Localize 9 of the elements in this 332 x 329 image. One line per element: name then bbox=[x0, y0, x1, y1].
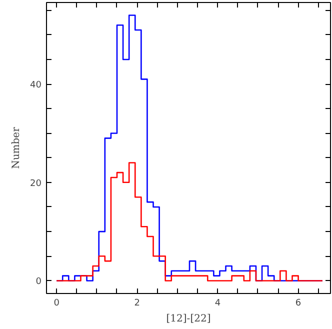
y-tick-label: 20 bbox=[30, 178, 42, 189]
x-tick-label: 4 bbox=[214, 298, 221, 308]
y-tick-label: 0 bbox=[36, 277, 42, 288]
x-tick-label: 2 bbox=[134, 298, 140, 308]
y-axis-title: Number bbox=[11, 126, 22, 169]
x-axis-title: [12]-[22] bbox=[166, 314, 211, 324]
x-tick-label: 6 bbox=[295, 298, 302, 308]
x-tick-label: 0 bbox=[54, 298, 60, 308]
y-tick-label: 40 bbox=[30, 80, 42, 91]
